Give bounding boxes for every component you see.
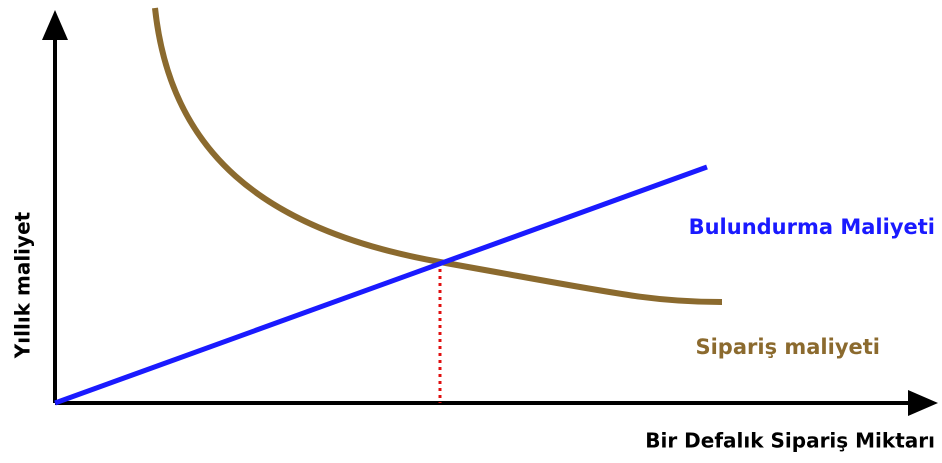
x-axis-arrow [908,390,938,416]
x-axis-label: Bir Defalık Sipariş Miktarı [645,429,935,453]
order-cost-curve [152,7,723,305]
holding-cost-label: Bulundurma Maliyeti [689,215,935,239]
y-axis-label: Yıllık maliyet [11,211,35,359]
y-axis-arrow [42,10,68,40]
holding-cost-line [54,164,708,406]
order-cost-label: Sipariş maliyeti [695,335,880,359]
